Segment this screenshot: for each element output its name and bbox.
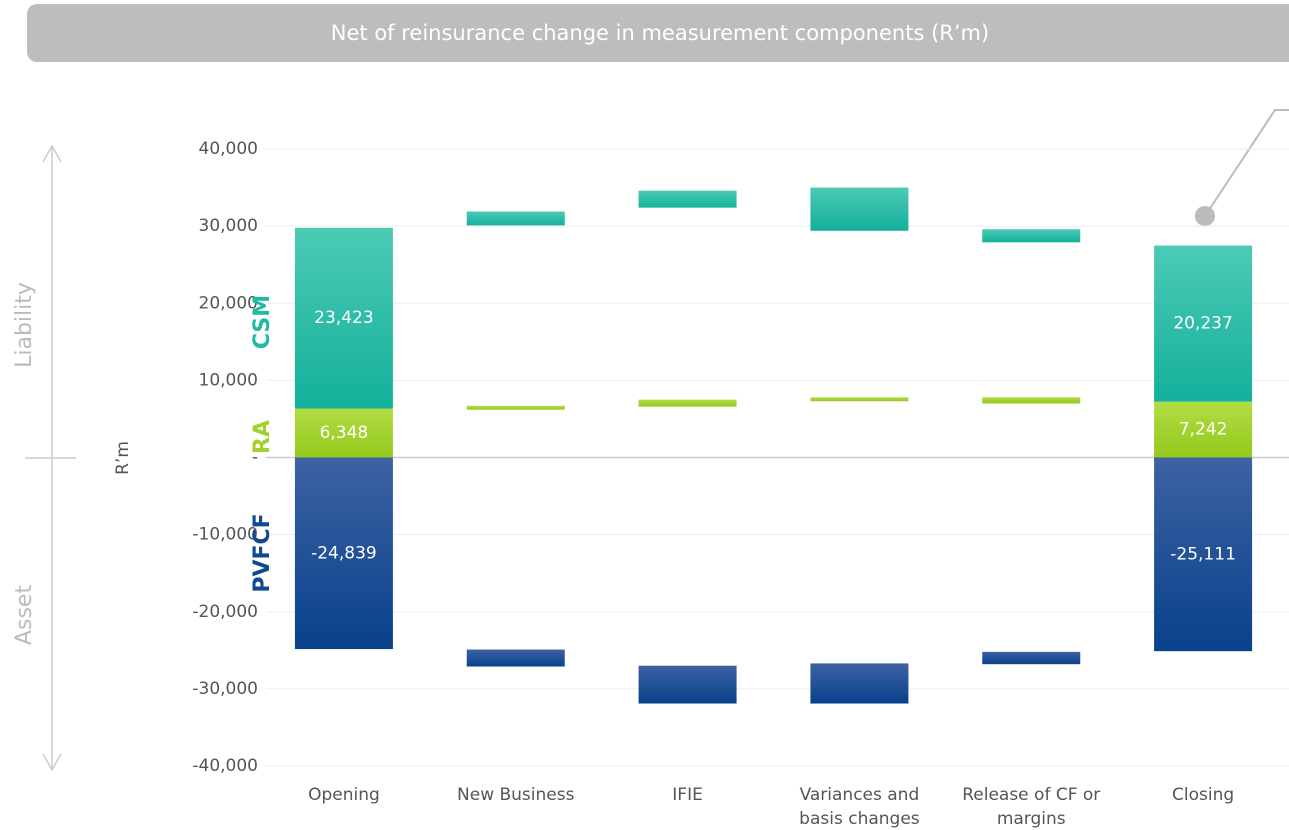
bar bbox=[982, 229, 1081, 243]
bar bbox=[810, 663, 909, 704]
callout-dot bbox=[1195, 206, 1215, 226]
bar bbox=[466, 649, 565, 667]
y-tick-label: - bbox=[252, 448, 258, 468]
bar bbox=[638, 665, 737, 704]
annotation: Asset bbox=[12, 585, 37, 646]
bar bbox=[638, 399, 737, 407]
data-label: 7,242 bbox=[1179, 420, 1228, 440]
y-tick-label: 40,000 bbox=[199, 139, 258, 159]
data-label: -24,839 bbox=[311, 543, 377, 563]
y-tick-label: 10,000 bbox=[199, 370, 258, 390]
bar bbox=[466, 211, 565, 226]
chart-title: Net of reinsurance change in measurement… bbox=[331, 21, 989, 45]
y-tick-label: -30,000 bbox=[192, 679, 258, 699]
bar bbox=[982, 397, 1081, 404]
bar bbox=[1154, 245, 1253, 402]
arrow-head bbox=[42, 144, 62, 163]
y-axis-label: R’m bbox=[113, 441, 133, 475]
y-tick-label: -20,000 bbox=[192, 602, 258, 622]
bar bbox=[982, 651, 1081, 665]
x-tick-label: Closing bbox=[1172, 785, 1234, 805]
data-label: 20,237 bbox=[1173, 314, 1232, 334]
bar bbox=[810, 397, 909, 402]
x-tick-label: New Business bbox=[457, 785, 575, 805]
x-tick-label: Variances and basis changes bbox=[799, 785, 920, 829]
bar bbox=[294, 227, 393, 409]
x-tick-label: IFIE bbox=[672, 785, 703, 805]
bar bbox=[294, 457, 393, 650]
series-label: PVFCF bbox=[250, 513, 275, 592]
callout-line bbox=[1204, 109, 1289, 217]
series-label: RA bbox=[250, 420, 275, 454]
bar bbox=[638, 190, 737, 208]
bar bbox=[1154, 401, 1253, 458]
bar bbox=[294, 408, 393, 458]
bar bbox=[1154, 457, 1253, 652]
data-label: 23,423 bbox=[314, 308, 373, 328]
data-label: 6,348 bbox=[320, 423, 369, 443]
bar bbox=[466, 405, 565, 410]
y-tick-label: -40,000 bbox=[192, 756, 258, 776]
x-tick-label: Opening bbox=[308, 785, 380, 805]
x-tick-label: Release of CF or margins bbox=[962, 785, 1100, 829]
annotation: Liability bbox=[12, 282, 37, 368]
y-tick-label: -10,000 bbox=[192, 525, 258, 545]
data-label: -25,111 bbox=[1170, 544, 1236, 564]
bar bbox=[810, 187, 909, 231]
y-tick-label: 30,000 bbox=[199, 216, 258, 236]
title-banner bbox=[27, 4, 1289, 62]
series-label: CSM bbox=[250, 295, 275, 349]
arrow-head bbox=[42, 753, 62, 772]
y-tick-label: 20,000 bbox=[199, 293, 258, 313]
